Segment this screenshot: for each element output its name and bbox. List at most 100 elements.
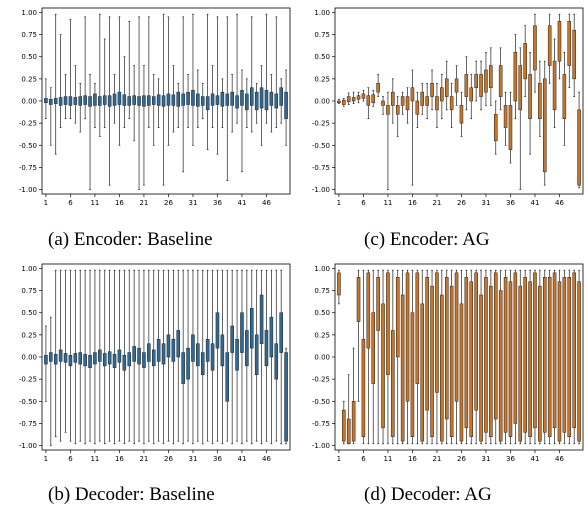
x-tick-label: 1 — [337, 199, 341, 207]
box — [391, 91, 395, 106]
box — [142, 352, 146, 368]
x-tick-label: 41 — [238, 199, 247, 207]
box — [523, 277, 527, 433]
box — [420, 303, 425, 442]
box — [250, 308, 254, 349]
box — [435, 272, 439, 393]
box — [44, 98, 48, 104]
box — [205, 96, 210, 111]
box — [117, 349, 122, 363]
box — [230, 91, 234, 106]
caption-encoder-baseline: (a) Encoder: Baseline — [48, 229, 213, 250]
box — [264, 90, 269, 111]
y-tick-label: 0.50 — [21, 53, 37, 61]
box — [132, 95, 136, 105]
box — [513, 272, 518, 424]
x-tick-label: 21 — [139, 455, 148, 463]
box — [240, 90, 244, 106]
box — [342, 99, 346, 105]
box — [469, 87, 474, 102]
box — [356, 95, 361, 100]
x-tick-label: 36 — [213, 199, 222, 207]
box — [122, 94, 127, 106]
y-tick-label: -0.50 — [312, 398, 330, 406]
box — [395, 277, 400, 358]
y-tick-label: -0.25 — [19, 376, 37, 384]
box — [210, 93, 215, 106]
chart-encoder-ag: 1.00 0.75 0.50 0.25 0.00 -0.25 -0.50 -0.75 -1.00… — [294, 0, 587, 207]
y-tick-label: -0.25 — [19, 120, 37, 128]
chart-svg-encoder-ag: 1.00 0.75 0.50 0.25 0.00 -0.25 -0.50 -0.75 -1.00… — [312, 7, 584, 207]
box — [107, 95, 112, 107]
box — [88, 354, 92, 368]
box — [181, 93, 185, 106]
box — [137, 347, 141, 365]
box — [543, 277, 547, 433]
x-tick-label: 36 — [506, 455, 515, 463]
x-tick-label: 46 — [555, 199, 564, 207]
y-tick-label: -0.75 — [19, 420, 37, 428]
x-tick-label: 46 — [555, 455, 564, 463]
box — [147, 95, 151, 106]
y-tick-label: -1.00 — [312, 442, 330, 450]
box — [405, 96, 410, 111]
box — [68, 354, 73, 367]
x-tick-label: 36 — [506, 199, 515, 207]
box — [176, 91, 181, 107]
box — [523, 43, 527, 80]
x-tick-label: 21 — [139, 199, 148, 207]
box — [410, 87, 415, 102]
x-tick-label: 11 — [90, 455, 99, 463]
box — [78, 96, 82, 106]
box — [63, 353, 68, 363]
box — [284, 91, 288, 119]
box — [513, 52, 518, 102]
box — [391, 330, 395, 437]
x-tick-label: 46 — [262, 199, 271, 207]
box — [53, 354, 58, 365]
box — [381, 303, 385, 429]
x-tick-label: 31 — [188, 199, 197, 207]
box — [577, 281, 581, 442]
y-tick-label: -0.25 — [312, 120, 330, 128]
box — [240, 312, 244, 353]
box — [493, 114, 498, 142]
box — [49, 98, 53, 105]
box — [346, 418, 351, 445]
x-tick-label: 31 — [481, 199, 490, 207]
box — [107, 351, 112, 365]
box — [410, 312, 415, 437]
box — [444, 78, 449, 97]
box — [572, 272, 576, 429]
chart-encoder-baseline: 1.00 0.75 0.50 0.25 0.00 -0.25 -0.50 -0.75 -1.00… — [0, 0, 294, 207]
box — [508, 105, 513, 150]
box — [371, 94, 375, 104]
box — [132, 346, 136, 362]
box — [415, 272, 420, 384]
box — [430, 285, 434, 437]
box — [386, 272, 390, 375]
box — [117, 91, 122, 105]
box — [122, 354, 127, 371]
box — [78, 352, 82, 365]
box — [156, 94, 161, 106]
box — [245, 93, 249, 111]
box — [147, 343, 151, 362]
box — [538, 83, 542, 119]
x-tick-label: 11 — [383, 455, 392, 463]
box — [93, 352, 97, 365]
x-tick-label: 26 — [164, 199, 173, 207]
x-tick-label: 6 — [68, 199, 73, 207]
box — [454, 78, 459, 93]
box — [274, 93, 279, 109]
box — [518, 65, 523, 111]
box — [269, 91, 274, 106]
y-tick-label: 0.00 — [21, 354, 37, 362]
x-tick-label: 26 — [164, 455, 173, 463]
box — [44, 354, 48, 365]
box — [435, 96, 439, 111]
y-tick-label: 1.00 — [314, 9, 330, 17]
x-tick-label: 1 — [44, 199, 48, 207]
box — [102, 95, 107, 105]
x-tick-label: 26 — [457, 199, 466, 207]
